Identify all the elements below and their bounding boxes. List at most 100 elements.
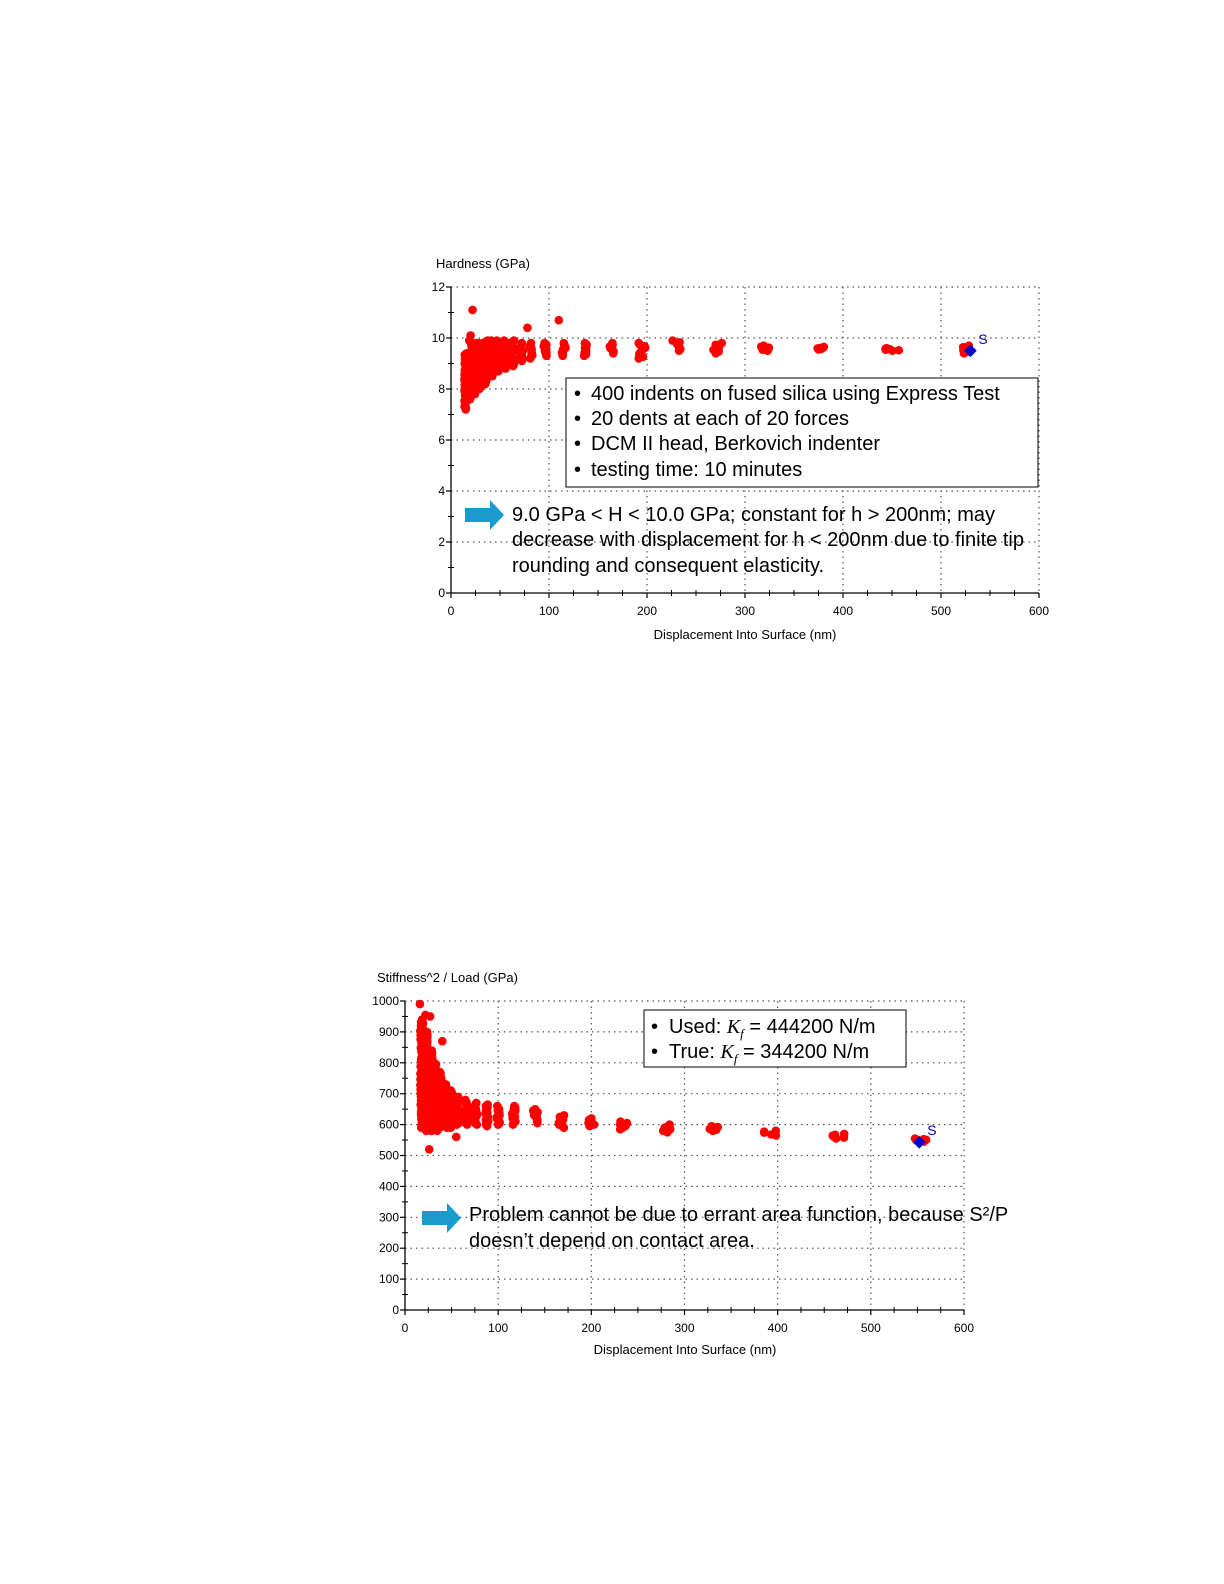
data-point-outlier xyxy=(468,305,477,315)
svg-text:•: • xyxy=(651,1016,658,1038)
data-point xyxy=(422,1027,432,1037)
svg-text:•: • xyxy=(651,1041,658,1063)
data-point xyxy=(608,338,617,348)
data-point xyxy=(559,1111,569,1120)
data-point xyxy=(509,1101,519,1111)
chart2-callout: • Used: Kf = 444200 N/m • True: Kf = 344… xyxy=(643,1009,907,1068)
y-tick-label: 600 xyxy=(379,1118,399,1132)
chart1-note: 9.0 GPa < H < 10.0 GPa; constant for h >… xyxy=(465,500,1024,577)
note2-line1: Problem cannot be due to errant area fun… xyxy=(469,1204,1008,1226)
data-point xyxy=(819,342,829,352)
svg-text:•: • xyxy=(574,383,581,405)
selected-point-label: S xyxy=(978,331,987,347)
x-tick-label: 600 xyxy=(1029,604,1049,618)
svg-text:•: • xyxy=(574,408,581,430)
chart2-axes: 0 100 200 300 400 500 600 0 100 200 300 400 500 600 70… xyxy=(372,994,974,1335)
data-point xyxy=(587,1114,596,1123)
data-point-outlier xyxy=(554,315,564,325)
x-tick-label: 100 xyxy=(539,604,559,618)
x-tick-label: 100 xyxy=(488,1321,508,1335)
callout-bullet-4: testing time: 10 minutes xyxy=(591,459,802,481)
callout-bullet-1: 400 indents on fused silica using Expres… xyxy=(591,383,1000,405)
y-tick-label: 10 xyxy=(432,331,446,345)
y-tick-label: 400 xyxy=(379,1179,399,1193)
data-point xyxy=(540,338,549,348)
data-point xyxy=(622,1118,632,1128)
data-point xyxy=(882,343,891,353)
y-tick-label: 200 xyxy=(379,1241,399,1255)
chart1-xlabel: Displacement Into Surface (nm) xyxy=(654,627,837,642)
data-point xyxy=(580,338,590,348)
data-point xyxy=(471,1098,481,1108)
y-tick-label: 0 xyxy=(438,586,445,600)
data-point xyxy=(427,1046,436,1055)
note1-line1: 9.0 GPa < H < 10.0 GPa; constant for h >… xyxy=(512,504,995,526)
data-point xyxy=(665,1120,674,1129)
y-tick-label: 900 xyxy=(379,1025,399,1039)
callout2-true-sub: f xyxy=(734,1051,740,1066)
y-tick-label: 1000 xyxy=(372,994,399,1008)
y-tick-label: 500 xyxy=(379,1149,399,1163)
y-tick-label: 2 xyxy=(438,535,445,549)
data-point-outlier xyxy=(437,1036,447,1046)
callout2-used-value: = 444200 N/m xyxy=(744,1016,876,1038)
chart2-note: Problem cannot be due to errant area fun… xyxy=(422,1203,1008,1252)
x-tick-label: 200 xyxy=(637,604,657,618)
y-tick-label: 700 xyxy=(379,1087,399,1101)
data-point-outlier xyxy=(466,331,475,340)
x-tick-label: 0 xyxy=(402,1321,409,1335)
y-tick-label: 12 xyxy=(432,280,446,294)
y-tick-label: 300 xyxy=(379,1210,399,1224)
y-tick-label: 800 xyxy=(379,1056,399,1070)
data-point xyxy=(441,1080,451,1089)
data-point xyxy=(492,336,502,345)
x-tick-label: 400 xyxy=(768,1321,788,1335)
x-tick-label: 300 xyxy=(735,604,755,618)
data-point xyxy=(499,336,509,345)
data-point xyxy=(616,1117,625,1126)
svg-text:•: • xyxy=(574,459,581,481)
y-tick-label: 4 xyxy=(438,484,445,498)
x-tick-label: 500 xyxy=(861,1321,881,1335)
data-point xyxy=(517,338,527,348)
callout2-true-symbol: K xyxy=(720,1041,736,1063)
arrow-right-icon xyxy=(465,500,504,530)
data-point xyxy=(771,1126,781,1136)
data-point xyxy=(759,1127,769,1137)
data-point-outlier xyxy=(425,1012,435,1021)
note1-line2: decrease with displacement for h < 200nm… xyxy=(512,529,1024,551)
chart2-ylabel: Stiffness^2 / Load (GPa) xyxy=(377,970,518,985)
x-tick-label: 600 xyxy=(954,1321,974,1335)
data-point xyxy=(509,336,519,345)
y-tick-label: 6 xyxy=(438,433,445,447)
callout-bullet-2: 20 dents at each of 20 forces xyxy=(591,408,849,430)
note1-line3: rounding and consequent elasticity. xyxy=(512,555,824,577)
data-point-outlier xyxy=(451,1132,461,1142)
callout2-used-symbol: K xyxy=(726,1016,742,1038)
data-point xyxy=(530,1104,540,1114)
data-point-outlier xyxy=(424,1145,434,1154)
chart2-points: S xyxy=(415,999,937,1154)
callout2-true-value: = 344200 N/m xyxy=(737,1041,869,1063)
data-point xyxy=(483,1100,492,1109)
data-point-outlier xyxy=(523,323,532,333)
data-point xyxy=(894,345,904,355)
data-point xyxy=(430,1058,439,1068)
data-point xyxy=(559,338,569,348)
y-tick-label: 8 xyxy=(438,382,445,396)
data-point xyxy=(707,1121,716,1131)
data-point xyxy=(675,337,684,347)
stiffness-load-chart: Stiffness^2 / Load (GPa) 0 100 200 300 400 50… xyxy=(372,970,1008,1357)
svg-text:True: Kf = 344200 N/m: True: Kf = 344200 N/m xyxy=(669,1041,869,1066)
chart2-grid xyxy=(405,1000,965,1310)
x-tick-label: 400 xyxy=(833,604,853,618)
data-point xyxy=(492,1101,502,1111)
chart1-callout: • 400 indents on fused silica using Expr… xyxy=(565,377,1039,488)
hardness-chart: Hardness (GPa) 0 100 200 300 400 500 600 0 2 4 6 8 1… xyxy=(432,256,1050,642)
x-tick-label: 300 xyxy=(674,1321,694,1335)
data-point xyxy=(461,1095,470,1105)
x-tick-label: 500 xyxy=(931,604,951,618)
arrow-right-icon xyxy=(422,1203,461,1233)
data-point xyxy=(634,338,644,348)
x-tick-label: 0 xyxy=(448,604,455,618)
